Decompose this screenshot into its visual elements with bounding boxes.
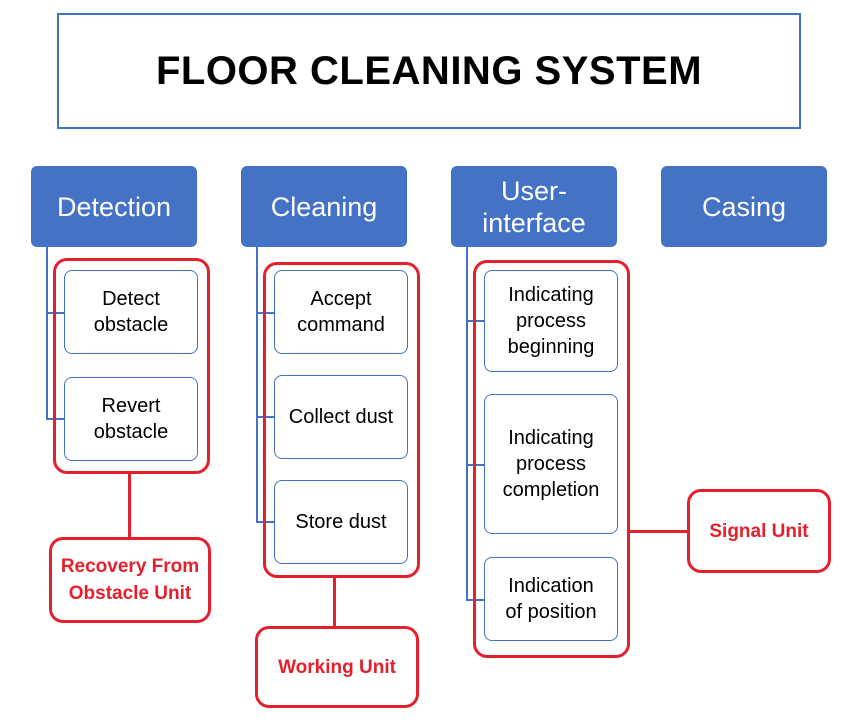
header-casing: Casing: [661, 166, 827, 247]
header-user-interface: User- interface: [451, 166, 617, 247]
node-revert-obstacle: Revert obstacle: [64, 377, 198, 461]
label-signal-unit: Signal Unit: [687, 489, 831, 573]
label-recovery-unit: Recovery From Obstacle Unit: [49, 537, 211, 623]
node-indicating-process-beginning: Indicating process beginning: [484, 270, 618, 372]
node-indicating-process-completion: Indicating process completion: [484, 394, 618, 534]
label-working-unit: Working Unit: [255, 626, 419, 708]
title-box: FLOOR CLEANING SYSTEM: [57, 13, 801, 129]
group-connector: [128, 474, 131, 537]
page-title: FLOOR CLEANING SYSTEM: [155, 48, 703, 93]
group-box-working: [263, 262, 420, 578]
group-box-recovery: [53, 258, 210, 474]
node-accept-command: Accept command: [274, 270, 408, 354]
connector-line: [256, 247, 258, 521]
connector-line: [466, 247, 468, 599]
header-cleaning: Cleaning: [241, 166, 407, 247]
connector-line: [46, 247, 48, 418]
node-indication-of-position: Indication of position: [484, 557, 618, 641]
node-store-dust: Store dust: [274, 480, 408, 564]
group-connector: [333, 578, 336, 626]
group-connector: [630, 530, 688, 533]
node-detect-obstacle: Detect obstacle: [64, 270, 198, 354]
node-collect-dust: Collect dust: [274, 375, 408, 459]
header-detection: Detection: [31, 166, 197, 247]
group-box-signal: [473, 260, 630, 658]
